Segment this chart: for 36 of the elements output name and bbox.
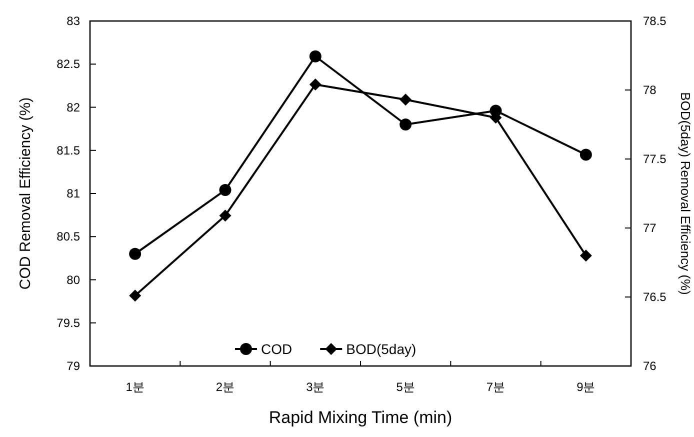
point (219, 210, 232, 222)
y2-axis-title: BOD(5day) Removal Efficiency (%) (678, 92, 693, 295)
x-tick-label: 2분 (216, 380, 235, 394)
y-tick-label: 82.5 (56, 57, 80, 72)
y-axis-title: COD Removal Efficiency (%) (17, 97, 34, 290)
y-tick-label: 83 (66, 14, 80, 28)
y-tick-label: 80.5 (56, 230, 80, 244)
x-tick-label: 3분 (306, 380, 325, 394)
point (309, 78, 322, 90)
point (400, 118, 412, 130)
y2-tick-label: 78 (643, 83, 657, 97)
x-axis-title: Rapid Mixing Time (min) (268, 408, 452, 427)
point (309, 50, 322, 62)
y2-tick-label: 77 (643, 221, 657, 235)
y-tick-label: 82 (66, 100, 80, 114)
point (129, 290, 142, 302)
y-tick-label: 80 (66, 272, 80, 287)
y-tick-label: 79 (66, 359, 80, 373)
y-tick-label: 79.5 (56, 316, 80, 330)
y2-tick-label: 77.5 (643, 152, 667, 166)
legend-label: COD (261, 341, 292, 357)
point (580, 250, 592, 262)
x-tick-label: 7분 (486, 380, 506, 394)
x-tick-label: 5분 (396, 380, 415, 394)
point (580, 148, 592, 161)
point (400, 94, 412, 106)
y2-tick-label: 76 (643, 359, 657, 373)
x-tick-label: 9분 (576, 380, 596, 394)
point (219, 184, 232, 196)
x-tick-label: 1분 (126, 380, 144, 394)
point (129, 248, 142, 260)
y2-tick-label: 76.5 (643, 290, 667, 304)
y-tick-label: 81.5 (56, 143, 80, 158)
y-tick-label: 81 (66, 186, 80, 200)
legend-label: BOD(5day) (346, 341, 416, 357)
y2-tick-label: 78.5 (643, 14, 667, 28)
